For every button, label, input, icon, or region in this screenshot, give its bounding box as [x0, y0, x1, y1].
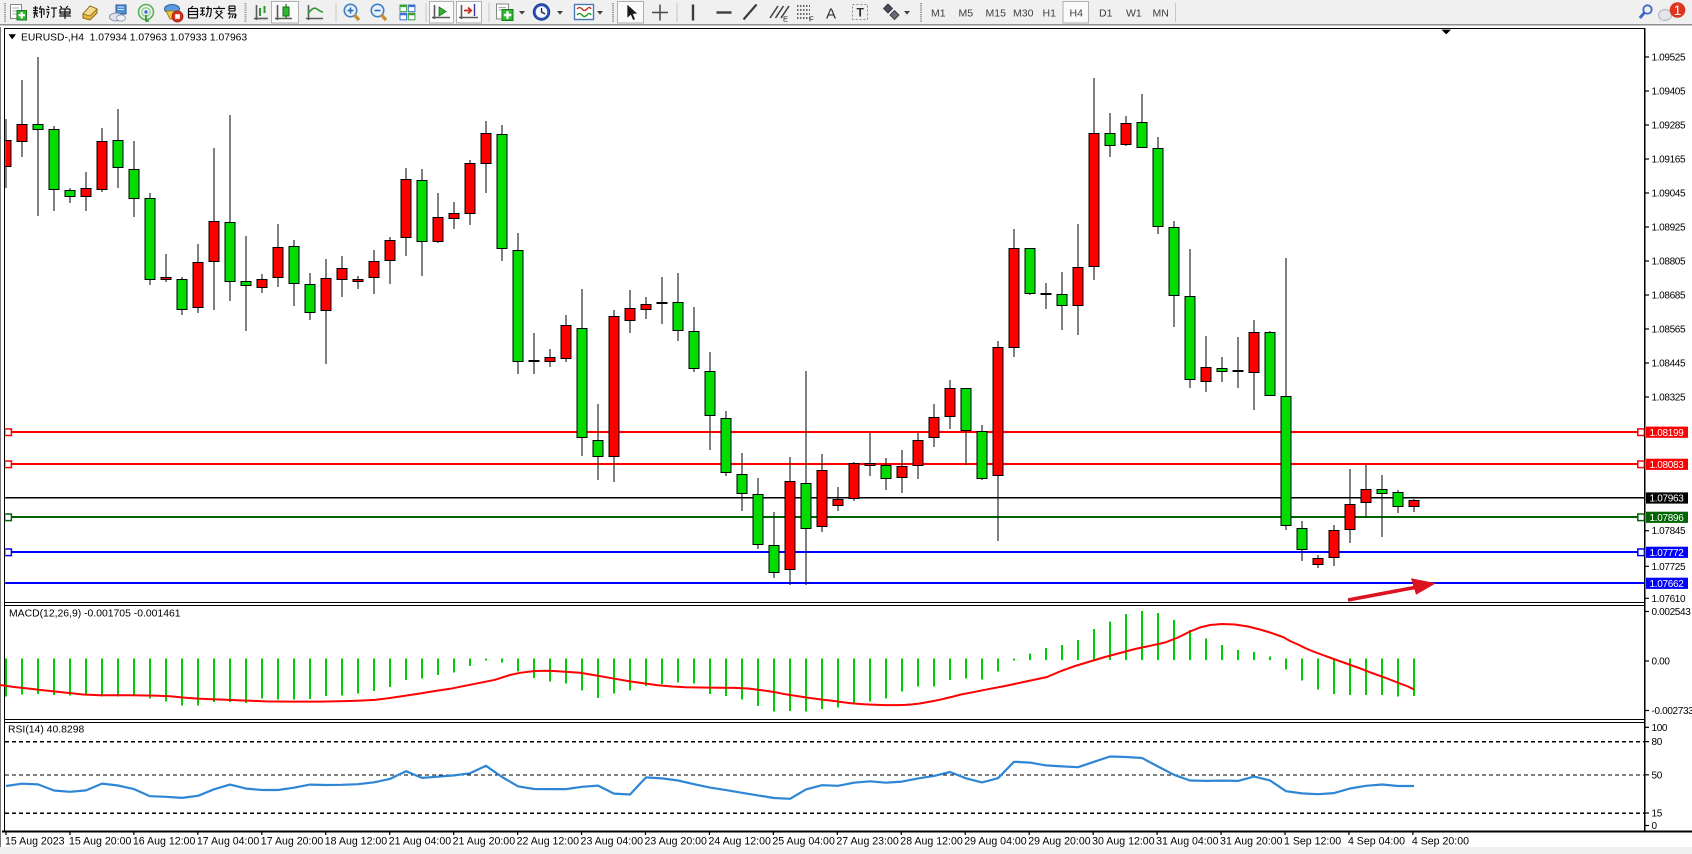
svg-text:MN: MN: [1153, 7, 1169, 19]
svg-text:E: E: [783, 15, 788, 24]
svg-text:1.08083: 1.08083: [1650, 460, 1685, 471]
svg-text:MACD(12,26,9) -0.001705 -0.001: MACD(12,26,9) -0.001705 -0.001461: [9, 608, 181, 619]
svg-text:1.07725: 1.07725: [1652, 562, 1686, 573]
svg-text:22 Aug 12:00: 22 Aug 12:00: [517, 835, 580, 847]
svg-text:15 Aug 2023: 15 Aug 2023: [5, 835, 65, 847]
svg-text:27 Aug 23:00: 27 Aug 23:00: [836, 835, 899, 847]
svg-text:0: 0: [1652, 821, 1658, 832]
svg-text:M1: M1: [931, 7, 946, 19]
svg-text:25 Aug 04:00: 25 Aug 04:00: [772, 835, 835, 847]
svg-text:29 Aug 04:00: 29 Aug 04:00: [964, 835, 1027, 847]
svg-text:80: 80: [1652, 737, 1663, 748]
svg-text:23 Aug 20:00: 23 Aug 20:00: [645, 835, 708, 847]
svg-text:23 Aug 04:00: 23 Aug 04:00: [581, 835, 644, 847]
svg-text:28 Aug 12:00: 28 Aug 12:00: [900, 835, 963, 847]
svg-text:1: 1: [1674, 3, 1682, 18]
svg-text:21 Aug 04:00: 21 Aug 04:00: [389, 835, 452, 847]
svg-text:50: 50: [1652, 770, 1663, 781]
svg-text:0.00: 0.00: [1652, 657, 1671, 668]
svg-text:29 Aug 20:00: 29 Aug 20:00: [1028, 835, 1091, 847]
svg-text:1.09045: 1.09045: [1652, 189, 1686, 200]
svg-text:1.08199: 1.08199: [1650, 428, 1685, 439]
svg-text:F: F: [809, 15, 814, 24]
svg-text:1.08685: 1.08685: [1652, 291, 1686, 302]
svg-text:H1: H1: [1043, 7, 1057, 19]
svg-text:EURUSD-,H4 1.07934 1.07963 1.: EURUSD-,H4 1.07934 1.07963 1.07933 1.079…: [21, 32, 247, 43]
svg-text:H4: H4: [1070, 7, 1084, 19]
svg-text:15 Aug 20:00: 15 Aug 20:00: [69, 835, 132, 847]
svg-text:18 Aug 12:00: 18 Aug 12:00: [325, 835, 388, 847]
svg-text:1.09525: 1.09525: [1652, 53, 1686, 64]
svg-text:RSI(14) 40.8298: RSI(14) 40.8298: [8, 724, 84, 735]
svg-text:1 Sep 12:00: 1 Sep 12:00: [1284, 835, 1341, 847]
svg-text:16 Aug 12:00: 16 Aug 12:00: [133, 835, 196, 847]
svg-text:W1: W1: [1126, 7, 1142, 19]
svg-text:21 Aug 20:00: 21 Aug 20:00: [453, 835, 516, 847]
svg-text:1.07610: 1.07610: [1652, 594, 1686, 605]
svg-text:M30: M30: [1013, 7, 1034, 19]
svg-text:31 Aug 20:00: 31 Aug 20:00: [1220, 835, 1283, 847]
svg-text:1.07772: 1.07772: [1650, 548, 1685, 559]
svg-text:1.09165: 1.09165: [1652, 155, 1686, 166]
svg-text:M5: M5: [959, 7, 974, 19]
svg-text:24 Aug 12:00: 24 Aug 12:00: [708, 835, 771, 847]
svg-text:1.09285: 1.09285: [1652, 121, 1686, 132]
svg-text:4 Sep 04:00: 4 Sep 04:00: [1348, 835, 1405, 847]
svg-text:1.07662: 1.07662: [1650, 579, 1685, 590]
svg-text:1.07963: 1.07963: [1650, 494, 1685, 505]
svg-text:30 Aug 12:00: 30 Aug 12:00: [1092, 835, 1155, 847]
svg-text:1.08445: 1.08445: [1652, 359, 1686, 370]
svg-text:A: A: [826, 6, 836, 23]
svg-text:1.08805: 1.08805: [1652, 257, 1686, 268]
svg-text:T: T: [857, 6, 865, 20]
svg-text:D1: D1: [1099, 7, 1113, 19]
svg-text:M15: M15: [986, 7, 1007, 19]
svg-text:4 Sep 20:00: 4 Sep 20:00: [1412, 835, 1469, 847]
svg-text:17 Aug 04:00: 17 Aug 04:00: [197, 835, 260, 847]
svg-text:17 Aug 20:00: 17 Aug 20:00: [261, 835, 324, 847]
svg-text:1.08325: 1.08325: [1652, 393, 1686, 404]
svg-text:100: 100: [1652, 723, 1668, 734]
svg-text:31 Aug 04:00: 31 Aug 04:00: [1156, 835, 1219, 847]
svg-text:-0.002733: -0.002733: [1652, 706, 1692, 717]
svg-text:15: 15: [1652, 809, 1663, 820]
svg-text:1.07896: 1.07896: [1650, 513, 1685, 524]
svg-text:1.09405: 1.09405: [1652, 87, 1686, 98]
svg-text:1.08925: 1.08925: [1652, 223, 1686, 234]
svg-text:1.08565: 1.08565: [1652, 325, 1686, 336]
svg-text:1.07845: 1.07845: [1652, 526, 1686, 537]
svg-text:0.002543: 0.002543: [1652, 607, 1692, 618]
